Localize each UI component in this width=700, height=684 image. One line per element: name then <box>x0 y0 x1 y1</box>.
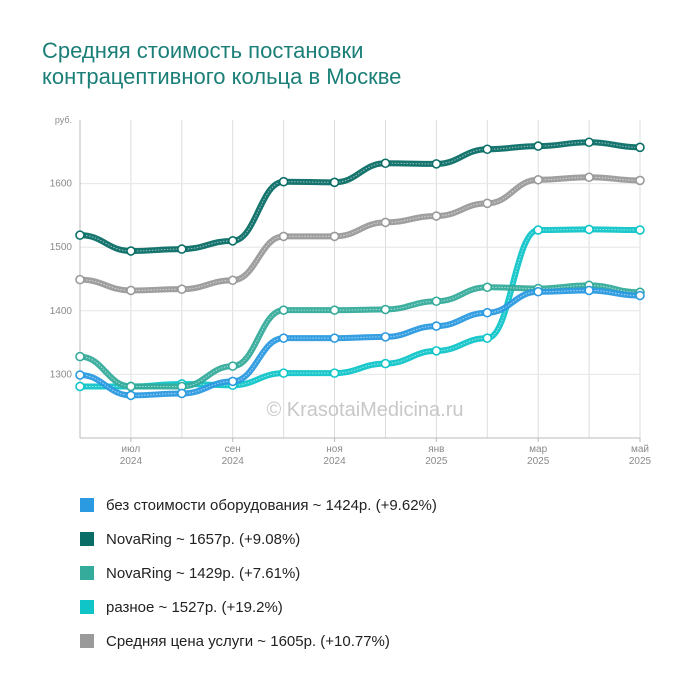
data-point <box>533 141 543 151</box>
x-tick-label-month: янв <box>428 444 444 455</box>
x-tick-label-month: ноя <box>326 444 343 455</box>
series-line-highlight <box>79 228 641 387</box>
data-point <box>584 224 594 235</box>
data-point <box>329 231 340 242</box>
series-line-highlight <box>79 141 641 252</box>
y-tick-label: 1300 <box>50 369 73 380</box>
series-line <box>77 287 643 399</box>
chart-title-line-1: Средняя стоимость постановки <box>42 38 364 63</box>
data-point <box>380 332 391 342</box>
data-point <box>278 176 289 187</box>
data-point <box>431 296 442 307</box>
data-point <box>329 333 340 343</box>
series-line-highlight <box>79 176 641 291</box>
x-tick-label-year: 2025 <box>425 456 448 467</box>
data-point <box>329 368 340 378</box>
chart-title-line-2: контрацептивного кольца в Москве <box>42 64 402 89</box>
data-point <box>635 290 645 301</box>
x-tick-label-month: май <box>631 444 649 455</box>
data-point <box>227 275 238 286</box>
x-tick-label-year: 2024 <box>323 456 346 467</box>
legend-item[interactable]: NovaRing ~ 1657р. (+9.08%) <box>80 522 660 556</box>
legend-item[interactable]: Средняя цена услуги ~ 1605р. (+10.77%) <box>80 624 660 658</box>
x-tick-label-year: 2024 <box>120 456 143 467</box>
watermark-text: © KrasotaiMedicina.ru <box>266 399 463 421</box>
data-point <box>431 346 442 356</box>
data-point <box>482 144 493 155</box>
series-line <box>77 174 643 294</box>
data-point <box>126 381 136 392</box>
y-tick-label: 1600 <box>50 179 73 190</box>
data-point <box>431 159 442 169</box>
y-tick-label: 1500 <box>50 242 73 253</box>
data-point <box>533 286 543 297</box>
data-point <box>635 225 645 235</box>
data-point <box>482 307 493 318</box>
data-point <box>227 376 238 387</box>
x-tick-label-year: 2025 <box>527 456 550 467</box>
data-point <box>431 211 442 221</box>
data-point <box>126 246 136 256</box>
chart-legend: без стоимости оборудования ~ 1424р. (+9.… <box>80 488 660 658</box>
x-tick-label-month: сен <box>225 444 241 455</box>
y-tick-label: 1400 <box>50 306 73 317</box>
data-point <box>177 244 187 254</box>
data-point <box>278 333 289 343</box>
legend-swatch <box>80 566 94 580</box>
data-point <box>177 388 187 399</box>
data-point <box>482 333 493 343</box>
legend-label: разное ~ 1527р. (+19.2%) <box>106 598 283 616</box>
legend-item[interactable]: без стоимости оборудования ~ 1424р. (+9.… <box>80 488 660 522</box>
legend-label: Средняя цена услуги ~ 1605р. (+10.77%) <box>106 632 390 650</box>
legend-swatch <box>80 498 94 512</box>
data-point <box>482 282 493 293</box>
legend-label: без стоимости оборудования ~ 1424р. (+9.… <box>106 496 437 514</box>
data-point <box>278 231 289 242</box>
data-point <box>329 305 340 315</box>
data-point <box>278 305 289 315</box>
legend-item[interactable]: NovaRing ~ 1429р. (+7.61%) <box>80 556 660 590</box>
data-point <box>126 285 136 296</box>
data-point <box>380 304 391 315</box>
data-point <box>126 390 136 401</box>
x-tick-label-year: 2024 <box>222 456 245 467</box>
x-tick-label-year: 2025 <box>629 456 652 467</box>
legend-swatch <box>80 634 94 648</box>
series-line-highlight <box>79 289 641 396</box>
data-point <box>75 274 85 285</box>
data-point <box>380 217 391 228</box>
data-point <box>533 174 543 185</box>
legend-swatch <box>80 532 94 546</box>
data-point <box>431 321 442 331</box>
data-point <box>482 198 493 209</box>
data-point <box>584 137 594 148</box>
line-chart: 1300140015001600руб.июл2024сен2024ноя202… <box>50 115 652 467</box>
data-point <box>635 175 645 186</box>
data-point <box>177 284 187 294</box>
legend-label: NovaRing ~ 1429р. (+7.61%) <box>106 564 301 582</box>
y-axis-unit: руб. <box>55 115 72 125</box>
data-point <box>227 361 238 371</box>
data-point <box>227 236 238 246</box>
data-point <box>75 381 85 392</box>
legend-item[interactable]: разное ~ 1527р. (+19.2%) <box>80 590 660 624</box>
data-point <box>75 370 85 380</box>
x-tick-label-month: июл <box>122 444 141 455</box>
x-tick-label-month: мар <box>529 444 547 455</box>
data-point <box>329 177 340 188</box>
data-point <box>533 225 543 235</box>
legend-swatch <box>80 600 94 614</box>
data-point <box>584 172 594 183</box>
data-point <box>635 142 645 153</box>
series-line <box>77 139 643 255</box>
data-point <box>380 358 391 369</box>
chart-title: Средняя стоимость постановки контрацепти… <box>42 38 662 90</box>
data-point <box>584 285 594 296</box>
legend-label: NovaRing ~ 1657р. (+9.08%) <box>106 530 301 548</box>
data-point <box>75 230 85 240</box>
data-point <box>278 368 289 378</box>
data-point <box>380 158 391 169</box>
data-point <box>75 351 85 362</box>
